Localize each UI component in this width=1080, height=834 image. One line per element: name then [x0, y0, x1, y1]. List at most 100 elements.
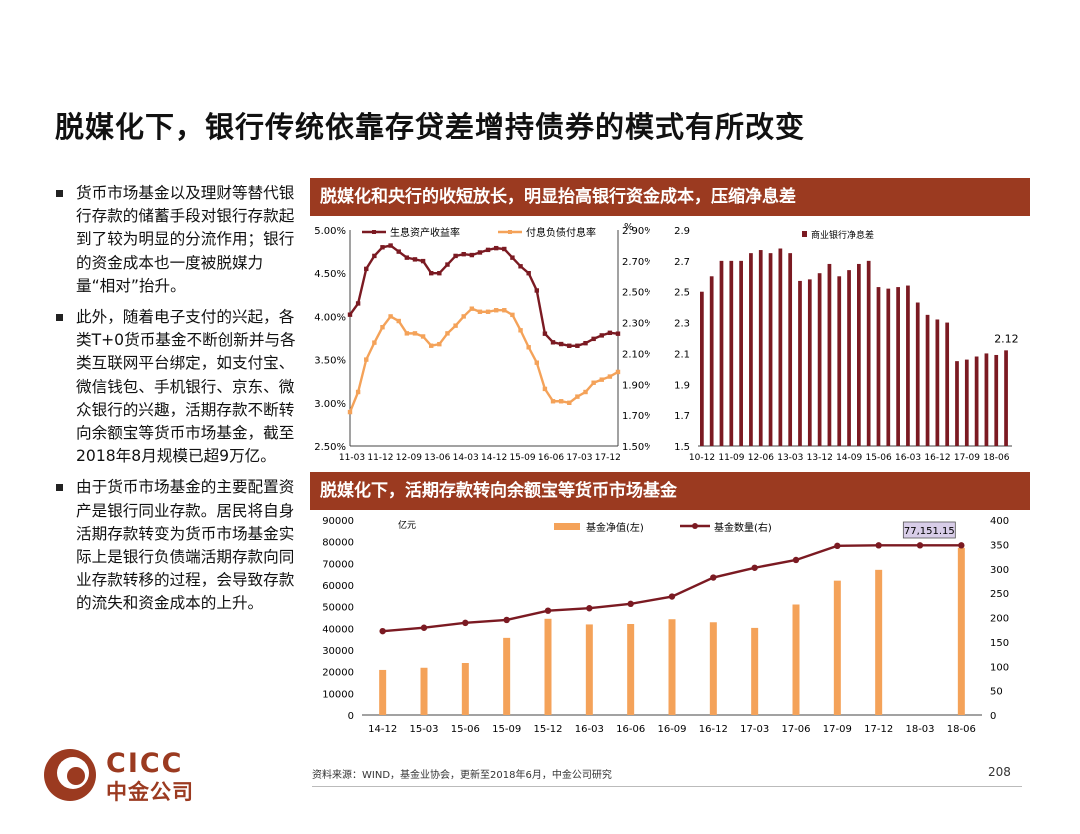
y-tick-label: 50000: [322, 603, 354, 614]
bar: [585, 624, 593, 715]
data-point: [461, 251, 466, 257]
x-tick-label: 17-06: [781, 724, 810, 735]
x-tick-label: 13-03: [777, 453, 803, 463]
data-point: [550, 340, 556, 345]
data-point: [542, 386, 548, 392]
logo-text-cn: 中金公司: [106, 780, 194, 804]
data-point: [502, 308, 507, 313]
x-tick-label: 12-06: [748, 453, 774, 463]
legend-marker: [508, 230, 512, 234]
bar: [420, 667, 428, 715]
bar: [700, 291, 704, 446]
data-point: [437, 341, 442, 347]
footer-divider: [312, 786, 1022, 787]
data-point: [396, 318, 401, 324]
bar: [957, 547, 965, 715]
data-point: [461, 314, 466, 319]
data-point: [437, 271, 442, 276]
data-point: [518, 264, 523, 269]
bar: [788, 253, 793, 446]
x-tick-label: 15-09: [492, 724, 521, 735]
data-point: [445, 262, 450, 267]
data-label: 2.12: [994, 332, 1019, 345]
data-point: [364, 266, 369, 272]
y-tick-label: 90000: [322, 516, 354, 527]
data-label: 77,151.15: [904, 526, 955, 537]
x-tick-label: 14-09: [836, 453, 862, 463]
y2-tick-label: 0: [990, 711, 996, 722]
source-note: 资料来源：WIND，基金业协会，更新至2018年6月，中金公司研究: [312, 770, 612, 781]
y2-tick-label: 100: [990, 662, 1009, 673]
data-point: [412, 257, 418, 262]
legend-marker: [372, 230, 376, 234]
bar: [807, 279, 812, 446]
x-tick-label: 18-06: [983, 453, 1009, 463]
data-point: [558, 341, 564, 347]
bar: [709, 622, 717, 715]
data-point: [347, 312, 353, 317]
bar: [945, 322, 950, 446]
chart-banner-top: 脱媒化和央行的收短放长，明显抬高银行资金成本，压缩净息差: [310, 178, 1030, 216]
y-tick-label: 2.50%: [314, 442, 346, 453]
y2-tick-label: 2.30%: [622, 319, 650, 330]
bar: [935, 319, 940, 446]
bar: [833, 580, 841, 715]
bar: [817, 273, 822, 446]
x-tick-label: 16-09: [657, 724, 686, 735]
y-tick-label: 40000: [322, 624, 354, 635]
data-point: [599, 377, 604, 382]
x-tick-label: 15-09: [509, 453, 535, 463]
bullet-square-icon: [56, 190, 63, 197]
bullet-text: 此外，随着电子支付的兴起，各类T+0货币基金不断创新并与各类互联网平台绑定，如支…: [76, 308, 296, 466]
bar: [886, 288, 891, 446]
y2-tick-label: 2.50%: [622, 288, 650, 299]
data-point: [518, 328, 523, 333]
data-point: [575, 343, 580, 348]
y-tick-label: 60000: [322, 581, 354, 592]
x-tick-label: 16-03: [895, 453, 921, 463]
bar: [896, 287, 900, 446]
y-tick-label: 3.50%: [314, 356, 346, 367]
data-point: [404, 331, 410, 336]
y-tick-label: 10000: [322, 689, 354, 700]
bar: [847, 270, 851, 446]
data-point: [875, 542, 882, 549]
bar: [974, 356, 979, 446]
bullet-item: 此外，随着电子支付的兴起，各类T+0货币基金不断创新并与各类互联网平台绑定，如支…: [48, 306, 300, 468]
yield-line-chart: 2.50% 3.00% 3.50% 4.00% 4.50% 5.00% 1.50% 1.70%…: [314, 222, 650, 463]
bullet-list: 货币市场基金以及理财等替代银行存款的储蓄手段对银行存款起到了较为明显的分流作用；…: [48, 182, 300, 624]
bar: [768, 253, 773, 446]
data-point: [542, 331, 548, 336]
data-point: [792, 556, 800, 564]
bar: [709, 276, 714, 446]
data-point: [567, 400, 572, 405]
y-tick-label: 4.00%: [314, 312, 346, 323]
y2-tick-label: 1.70%: [622, 411, 650, 422]
series-line: [382, 544, 962, 633]
y2-tick-label: 150: [990, 638, 1009, 649]
data-point: [586, 605, 593, 612]
y-unit-label: 亿元: [398, 519, 416, 531]
bar: [461, 663, 469, 715]
y2-tick-label: 1.90%: [622, 380, 650, 391]
x-tick-label: 15-06: [451, 724, 480, 735]
y-tick-label: 2.7: [674, 257, 690, 268]
data-point: [347, 409, 353, 415]
bar: [964, 359, 969, 446]
data-point: [469, 252, 475, 258]
data-point: [583, 340, 588, 346]
data-point: [534, 288, 539, 293]
bar: [739, 260, 743, 446]
y-tick-label: 1.5: [674, 442, 690, 453]
bullet-item: 由于货币市场基金的主要配置资产是银行同业存款。居民将自身活期存款转变为货币市场基…: [48, 476, 300, 615]
data-point: [550, 399, 556, 404]
data-point: [420, 334, 426, 339]
x-tick-label: 14-12: [481, 453, 507, 463]
y-tick-label: 20000: [322, 668, 354, 679]
x-tick-label: 17-09: [954, 453, 980, 463]
y2-tick-label: 400: [990, 516, 1009, 527]
data-point: [485, 247, 491, 253]
y2-tick-label: 2.90%: [622, 226, 650, 237]
y-tick-label: 1.9: [674, 380, 690, 391]
data-point: [469, 306, 475, 311]
